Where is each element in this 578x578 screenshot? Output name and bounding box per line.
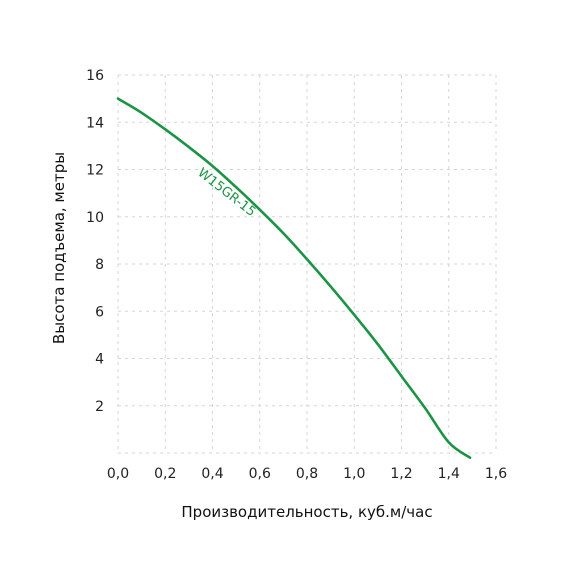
x-axis-title: Производительность, куб.м/час [181,503,432,521]
y-tick-label: 10 [86,210,104,226]
series-line [116,97,472,460]
y-tick-label: 4 [95,352,104,368]
x-tick-label: 0,6 [249,466,271,482]
x-tick-label: 1,0 [343,466,365,482]
series-label: W15GR-15 [195,166,259,220]
y-tick-label: 16 [86,68,104,84]
series-layer: W15GR-15 [116,97,472,460]
y-axis-ticks: 2 4 6 8 10 12 14 16 [86,68,104,415]
y-tick-label: 14 [86,115,104,131]
y-tick-label: 2 [95,399,104,415]
y-tick-label: 12 [86,163,104,179]
x-tick-label: 0,0 [107,466,129,482]
y-tick-label: 8 [95,257,104,273]
x-axis-ticks: 0,0 0,2 0,4 0,6 0,8 1,0 1,2 1,4 1,6 [107,466,507,482]
y-axis-title: Высота подъема, метры [50,152,68,344]
x-tick-label: 0,8 [296,466,318,482]
x-tick-label: 0,2 [154,466,176,482]
y-tick-label: 6 [95,304,104,320]
grid [117,74,497,454]
x-tick-label: 1,4 [438,466,460,482]
x-tick-label: 1,2 [390,466,412,482]
x-tick-label: 1,6 [485,466,507,482]
x-tick-label: 0,4 [201,466,223,482]
